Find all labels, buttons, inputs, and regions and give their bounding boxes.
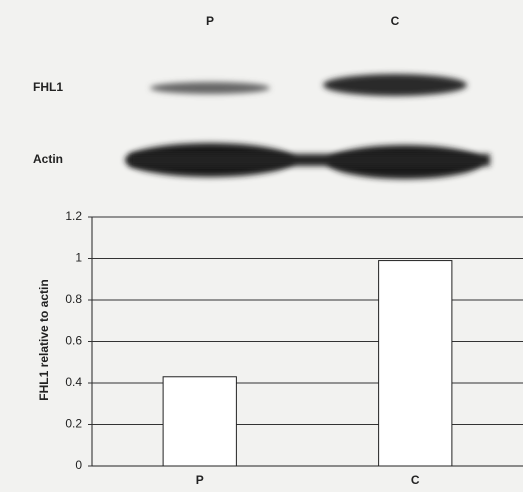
y-tick-label: 0.6 <box>65 334 82 348</box>
y-tick-label: 0 <box>75 458 82 472</box>
lane-label: P <box>206 14 214 28</box>
y-tick-label: 1 <box>75 251 82 265</box>
x-tick-label: C <box>411 473 420 487</box>
lane-label: C <box>391 14 400 28</box>
x-tick-label: P <box>196 473 204 487</box>
y-axis-label: FHL1 relative to actin <box>37 279 51 400</box>
band <box>150 82 270 94</box>
row-label: Actin <box>33 152 63 166</box>
bar <box>163 377 236 466</box>
y-tick-label: 0.2 <box>65 417 82 431</box>
y-tick-label: 0.8 <box>65 292 82 306</box>
bar <box>379 261 452 466</box>
band <box>323 74 467 96</box>
row-label: FHL1 <box>33 80 63 94</box>
band <box>130 154 490 166</box>
figure: P C FHL1 Actin FHL1 relative to actin 0 0… <box>0 0 523 492</box>
y-tick-label: 0.4 <box>65 375 82 389</box>
y-tick-label: 1.2 <box>65 209 82 223</box>
western-blot: P C FHL1 Actin <box>33 14 490 179</box>
